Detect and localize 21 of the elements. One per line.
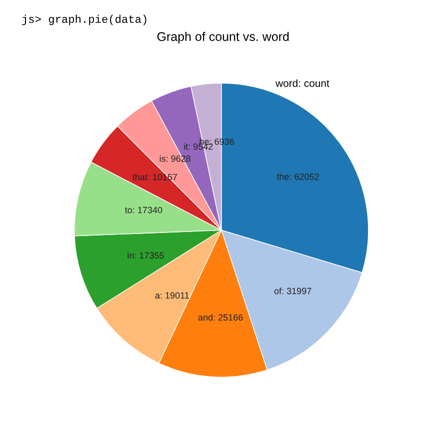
data-label: : 17340 — [133, 206, 162, 214]
slice-label: that — [132, 174, 148, 180]
slice-label: it — [184, 143, 188, 150]
data-label: : 62052 — [290, 174, 319, 180]
data-label: : 19011 — [160, 292, 189, 299]
slice-label: to — [124, 207, 132, 214]
chart-title: Graph of count vs. word — [157, 32, 289, 44]
text: js> graph.pie(data) — [22, 14, 146, 26]
data-label: : 17355 — [134, 252, 164, 259]
data-label: : 9542 — [188, 143, 213, 150]
text: word: count — [276, 79, 330, 87]
slice-label: in — [128, 252, 134, 259]
data-label: : 25166 — [214, 314, 243, 321]
slice-label: he — [200, 138, 209, 145]
slice-label: is — [160, 155, 166, 162]
slice-label: the — [276, 173, 289, 180]
slice-label: a — [155, 294, 160, 299]
data-label: : 31997 — [282, 288, 312, 294]
data-label: : 9628 — [166, 155, 190, 162]
slice-label: and — [198, 314, 212, 321]
slice-label: of — [274, 288, 282, 294]
